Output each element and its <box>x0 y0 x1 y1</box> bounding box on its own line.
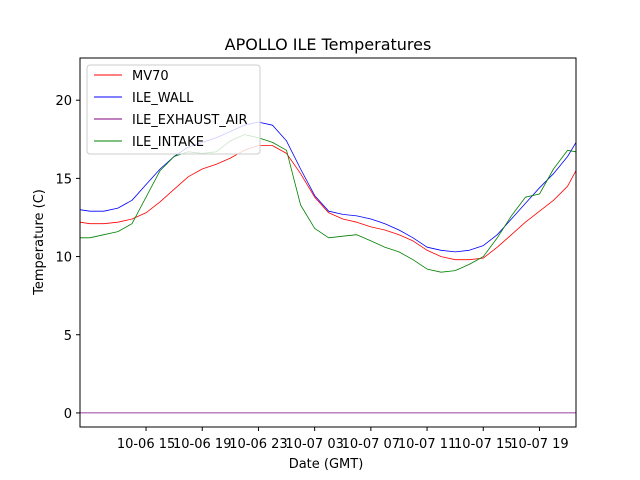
x-tick-label: 10-07 15 <box>454 437 512 452</box>
series-line-ile-wall <box>79 121 577 253</box>
legend: MV70 ILE_WALL ILE_EXHAUST_AIR ILE_INTAKE <box>86 64 261 155</box>
y-tick-label: 15 <box>55 172 72 187</box>
y-tick-label: 10 <box>55 251 72 266</box>
legend-items: MV70 ILE_WALL ILE_EXHAUST_AIR ILE_INTAKE <box>94 69 248 150</box>
legend-box <box>86 64 261 155</box>
plot-frame <box>79 57 577 428</box>
x-axis-label: Date (GMT) <box>289 457 364 472</box>
series-line-mv70 <box>79 145 577 261</box>
x-tick-label: 10-07 11 <box>398 437 456 452</box>
chart-title: APOLLO ILE Temperatures <box>225 35 432 54</box>
y-tick-label: 5 <box>64 329 72 344</box>
legend-label-ile-wall: ILE_WALL <box>132 91 194 106</box>
x-tick-label: 10-06 15 <box>117 437 175 452</box>
x-tick-label: 10-07 07 <box>342 437 400 452</box>
x-tick-label: 10-07 03 <box>285 437 343 452</box>
y-axis-label: Temperature (C) <box>32 189 47 296</box>
x-tick-label: 10-07 19 <box>510 437 568 452</box>
x-tick-label: 10-06 23 <box>229 437 287 452</box>
y-axis: 0 5 10 15 20 <box>55 94 80 422</box>
series-layer <box>79 121 577 414</box>
y-tick-label: 20 <box>55 94 72 109</box>
series-line-ile-intake <box>80 134 577 273</box>
y-tick-label: 0 <box>64 407 72 422</box>
legend-label-mv70: MV70 <box>132 69 169 84</box>
x-tick-label: 10-06 19 <box>173 437 231 452</box>
legend-label-ile-intake: ILE_INTAKE <box>132 135 204 150</box>
legend-label-ile-exhaust-air: ILE_EXHAUST_AIR <box>132 113 248 128</box>
